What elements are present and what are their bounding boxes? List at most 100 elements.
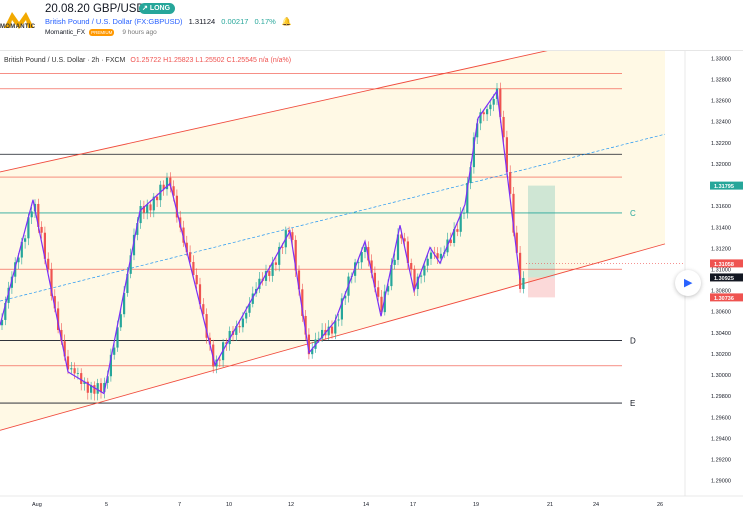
candle-body — [337, 319, 340, 321]
candle-body — [123, 292, 126, 315]
x-tick-label: 7 — [178, 502, 181, 508]
candle-body — [99, 383, 103, 393]
y-tick-label: 1.33000 — [711, 56, 731, 62]
candle-body — [482, 112, 485, 115]
candle-body — [489, 104, 492, 110]
candle-body — [281, 246, 284, 248]
candle-body — [327, 326, 330, 336]
candle-body — [83, 381, 86, 384]
y-tick-label: 1.29800 — [711, 394, 731, 400]
candle-body — [380, 296, 383, 313]
candle-body — [433, 252, 436, 254]
alert-bell-icon[interactable]: 🔔 — [281, 17, 292, 26]
candle-body — [113, 347, 116, 355]
price-label-bg — [710, 273, 743, 282]
channel-fill — [0, 51, 665, 431]
candle-body — [416, 276, 419, 290]
candle-body — [258, 278, 261, 289]
x-tick-label: 10 — [226, 502, 232, 508]
y-tick-label: 1.31200 — [711, 246, 731, 252]
candle-body — [60, 329, 63, 342]
candle-body — [76, 373, 79, 374]
candle-body — [393, 259, 396, 265]
candle-body — [469, 167, 472, 183]
play-button[interactable]: ▶ — [675, 270, 701, 296]
legend-symbol: British Pound / U.S. Dollar · 2h · FXCM — [4, 57, 126, 64]
symbol-row: British Pound / U.S. Dollar (FX:GBPUSD) … — [45, 17, 292, 26]
candle-body — [370, 260, 373, 273]
last-price: 1.31124 — [188, 17, 216, 26]
candle-body — [132, 234, 136, 256]
candle-body — [4, 302, 7, 320]
candle-body — [400, 234, 403, 239]
time-ago: 9 hours ago — [122, 29, 157, 37]
candle-body — [218, 359, 221, 361]
candle-body — [129, 255, 132, 274]
candle-body — [436, 253, 439, 259]
candle-body — [472, 137, 475, 168]
candle-body — [116, 327, 119, 348]
x-tick-label: 21 — [547, 502, 553, 508]
x-tick-label: 24 — [593, 502, 599, 508]
y-tick-label: 1.30000 — [711, 373, 731, 379]
candle-body — [165, 177, 169, 190]
candle-body — [410, 263, 413, 270]
price-label-bg — [710, 259, 743, 268]
candle-body — [462, 212, 466, 214]
candle-body — [0, 319, 4, 326]
play-icon: ▶ — [684, 277, 693, 289]
candle-body — [515, 232, 518, 253]
candle-body — [288, 230, 291, 233]
candle-body — [109, 354, 112, 377]
y-tick-label: 1.29600 — [711, 415, 731, 421]
candle-body — [152, 196, 155, 211]
y-tick-label: 1.32600 — [711, 99, 731, 105]
candle-body — [509, 172, 512, 194]
candle-body — [20, 241, 23, 258]
level-label: C — [630, 209, 636, 218]
level-label: D — [630, 336, 636, 345]
zigzag-line — [0, 89, 521, 395]
author-row: Momantic_FX PREMIUM 9 hours ago — [45, 29, 157, 36]
x-tick-label: 26 — [657, 502, 663, 508]
x-tick-label: 14 — [363, 502, 369, 508]
candle-body — [47, 258, 50, 270]
y-tick-label: 1.29200 — [711, 458, 731, 464]
candle-body — [70, 368, 73, 370]
candle-body — [27, 217, 30, 239]
momantic-logo-icon — [4, 12, 34, 29]
candle-body — [479, 112, 482, 124]
candle-body — [149, 204, 152, 211]
candle-body — [413, 269, 416, 290]
candle-body — [106, 376, 109, 383]
candle-body — [456, 229, 459, 232]
candle-body — [486, 109, 489, 115]
price-label: 1.30736 — [714, 296, 734, 302]
channel-lower-line — [0, 243, 666, 431]
price-chart[interactable]: BCDE1.334001.332001.330001.328001.326001… — [0, 51, 743, 512]
candle-body — [93, 385, 96, 394]
candle-body — [426, 258, 429, 266]
candle-body — [189, 252, 192, 262]
y-tick-label: 1.32800 — [711, 78, 731, 84]
candle-body — [225, 342, 228, 345]
candle-body — [156, 196, 159, 201]
candle-body — [377, 287, 380, 297]
candle-body — [96, 383, 99, 394]
candle-body — [264, 271, 268, 281]
candle-body — [321, 329, 324, 339]
candle-body — [519, 252, 522, 289]
candle-body — [512, 193, 515, 233]
price-label: 1.31058 — [714, 262, 734, 268]
candle-body — [139, 206, 142, 224]
symbol-link[interactable]: British Pound / U.S. Dollar (FX:GBPUSD) — [45, 17, 183, 26]
candle-body — [248, 303, 251, 313]
candle-body — [172, 186, 175, 196]
y-tick-label: 1.29000 — [711, 479, 731, 485]
candle-body — [522, 277, 525, 289]
candle-body — [373, 272, 376, 288]
author-name[interactable]: Momantic_FX — [45, 29, 86, 37]
price-label: 1.31795 — [714, 184, 734, 190]
candle-body — [40, 226, 43, 233]
x-tick-label: 12 — [288, 502, 294, 508]
